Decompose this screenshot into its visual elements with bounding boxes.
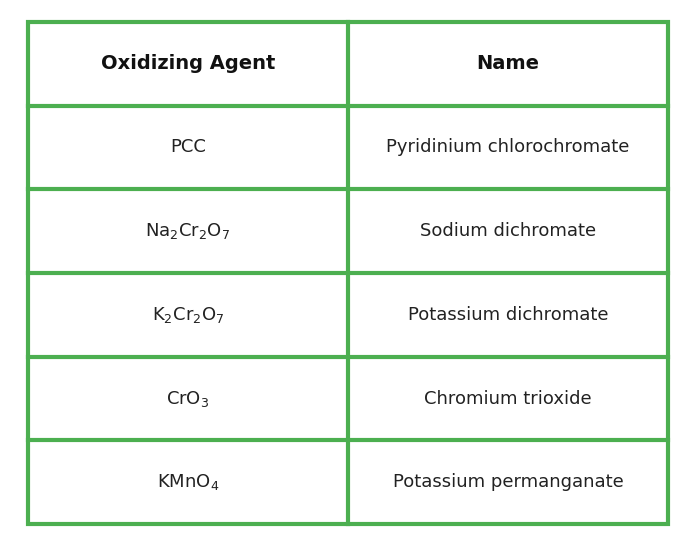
Text: KMnO$_4$: KMnO$_4$ — [157, 472, 219, 492]
Text: PCC: PCC — [170, 139, 206, 156]
Text: Chromium trioxide: Chromium trioxide — [425, 390, 592, 407]
Text: Potassium dichromate: Potassium dichromate — [408, 306, 608, 324]
Text: Na$_2$Cr$_2$O$_7$: Na$_2$Cr$_2$O$_7$ — [145, 221, 230, 241]
Text: Name: Name — [477, 54, 539, 73]
Text: K$_2$Cr$_2$O$_7$: K$_2$Cr$_2$O$_7$ — [152, 305, 224, 325]
Text: Oxidizing Agent: Oxidizing Agent — [101, 54, 275, 73]
Text: Pyridinium chlorochromate: Pyridinium chlorochromate — [386, 139, 630, 156]
Text: Potassium permanganate: Potassium permanganate — [393, 473, 624, 491]
Text: CrO$_3$: CrO$_3$ — [166, 389, 209, 408]
Text: Sodium dichromate: Sodium dichromate — [420, 222, 596, 240]
